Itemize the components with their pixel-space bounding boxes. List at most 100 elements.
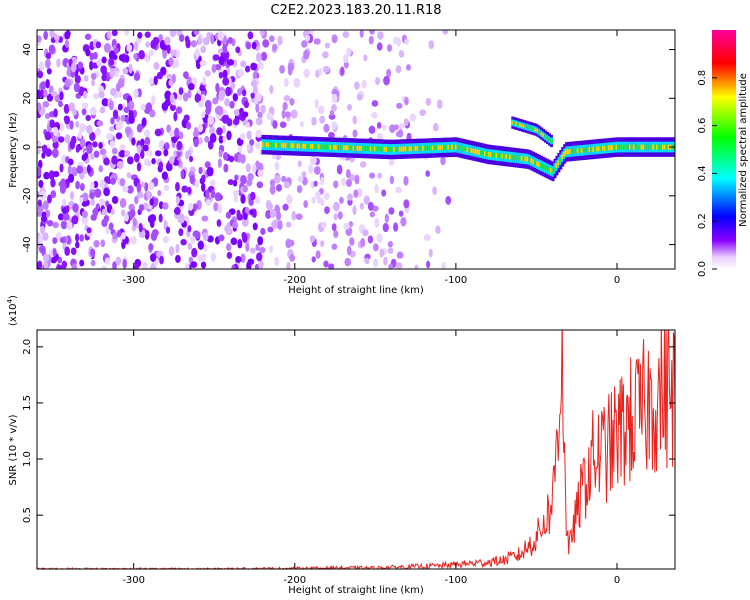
noise-speckle <box>168 130 176 138</box>
noise-speckle <box>265 199 272 210</box>
noise-speckle <box>356 93 363 101</box>
noise-speckle <box>178 87 184 95</box>
noise-speckle <box>303 68 310 78</box>
signal-track-core <box>306 143 310 149</box>
noise-speckle <box>173 207 181 216</box>
noise-speckle <box>186 121 192 130</box>
noise-speckle <box>388 263 394 269</box>
signal-track-core <box>468 147 472 153</box>
noise-speckle <box>207 115 215 125</box>
noise-speckle <box>395 65 402 74</box>
noise-speckle <box>59 91 64 101</box>
signal-track-core <box>342 145 346 151</box>
noise-speckle <box>324 42 331 49</box>
noise-speckle <box>218 71 224 79</box>
noise-speckle <box>150 263 155 269</box>
noise-speckle <box>138 222 143 233</box>
branch-track-core <box>522 124 526 128</box>
noise-speckle <box>164 36 171 46</box>
noise-speckle <box>137 32 143 39</box>
noise-speckle <box>40 215 48 222</box>
snr-y-ticks: 0.5 1.0 1.5 2.0 <box>22 339 675 523</box>
branch-track-core <box>519 123 523 127</box>
noise-speckle <box>281 109 286 119</box>
noise-speckle <box>373 243 379 252</box>
branch-track-core <box>511 121 515 125</box>
signal-track-core <box>454 144 458 150</box>
signal-track-core <box>570 148 574 154</box>
noise-speckle <box>104 257 110 265</box>
signal-track-core <box>352 145 356 151</box>
noise-speckle <box>100 239 106 248</box>
noise-speckle <box>255 243 260 252</box>
noise-speckle <box>128 100 135 111</box>
noise-speckle <box>259 246 266 254</box>
noise-speckle <box>42 144 48 154</box>
noise-speckle <box>359 202 364 210</box>
noise-speckle <box>121 209 126 217</box>
noise-speckle <box>346 103 353 111</box>
noise-speckle <box>69 120 74 130</box>
noise-speckle <box>331 88 339 96</box>
noise-speckle <box>111 195 119 204</box>
signal-track-core <box>404 146 408 152</box>
noise-speckle <box>134 40 139 51</box>
noise-speckle <box>77 61 84 69</box>
noise-speckle <box>376 122 382 129</box>
noise-speckle <box>111 147 118 155</box>
noise-speckle <box>185 150 190 160</box>
branch-track-core <box>548 137 552 142</box>
noise-speckle <box>249 247 256 254</box>
signal-track-core <box>514 155 518 161</box>
noise-speckle <box>161 171 169 180</box>
noise-speckle <box>216 105 224 116</box>
signal-track-core <box>282 142 286 148</box>
signal-track-core <box>536 161 540 167</box>
noise-speckle <box>143 158 150 166</box>
noise-speckle <box>296 185 303 194</box>
signal-track-core <box>420 145 424 151</box>
signal-track-core <box>574 148 578 154</box>
noise-speckle <box>372 258 379 268</box>
y-tick-label: 1.0 <box>22 451 33 467</box>
noise-speckle <box>75 120 80 128</box>
noise-speckle <box>62 213 70 221</box>
noise-speckle <box>90 259 96 267</box>
noise-speckle <box>82 166 88 175</box>
noise-speckle <box>194 48 201 58</box>
noise-speckle <box>122 258 127 269</box>
noise-speckle <box>175 106 183 114</box>
signal-track-core <box>425 145 429 151</box>
signal-track-core <box>590 147 594 152</box>
signal-track-core <box>449 144 453 150</box>
x-tick-label: -100 <box>445 275 468 286</box>
noise-speckle <box>396 102 403 109</box>
noise-speckle <box>301 40 308 48</box>
noise-speckle <box>193 230 201 240</box>
noise-speckle <box>190 235 196 244</box>
signal-track-core <box>377 146 381 152</box>
noise-speckle <box>324 206 330 215</box>
noise-speckle <box>38 61 45 71</box>
noise-speckle <box>117 91 123 98</box>
noise-speckle <box>258 260 264 269</box>
signal-track-core <box>617 144 621 150</box>
noise-speckle <box>197 240 204 250</box>
signal-track-core <box>551 169 555 174</box>
branch-track-core <box>544 135 548 139</box>
noise-speckle <box>93 240 100 248</box>
noise-speckle <box>80 123 87 132</box>
noise-speckle <box>204 161 211 169</box>
noise-speckle <box>297 160 302 168</box>
noise-speckle <box>218 92 225 102</box>
noise-speckle <box>119 178 126 187</box>
signal-track-core <box>588 147 592 153</box>
noise-speckle <box>140 103 146 111</box>
noise-speckle <box>363 54 368 62</box>
noise-speckle <box>42 232 49 241</box>
noise-speckle <box>115 132 123 140</box>
spectrogram-frame <box>36 29 676 270</box>
noise-speckle <box>126 44 133 52</box>
signal-track-core <box>559 157 563 163</box>
